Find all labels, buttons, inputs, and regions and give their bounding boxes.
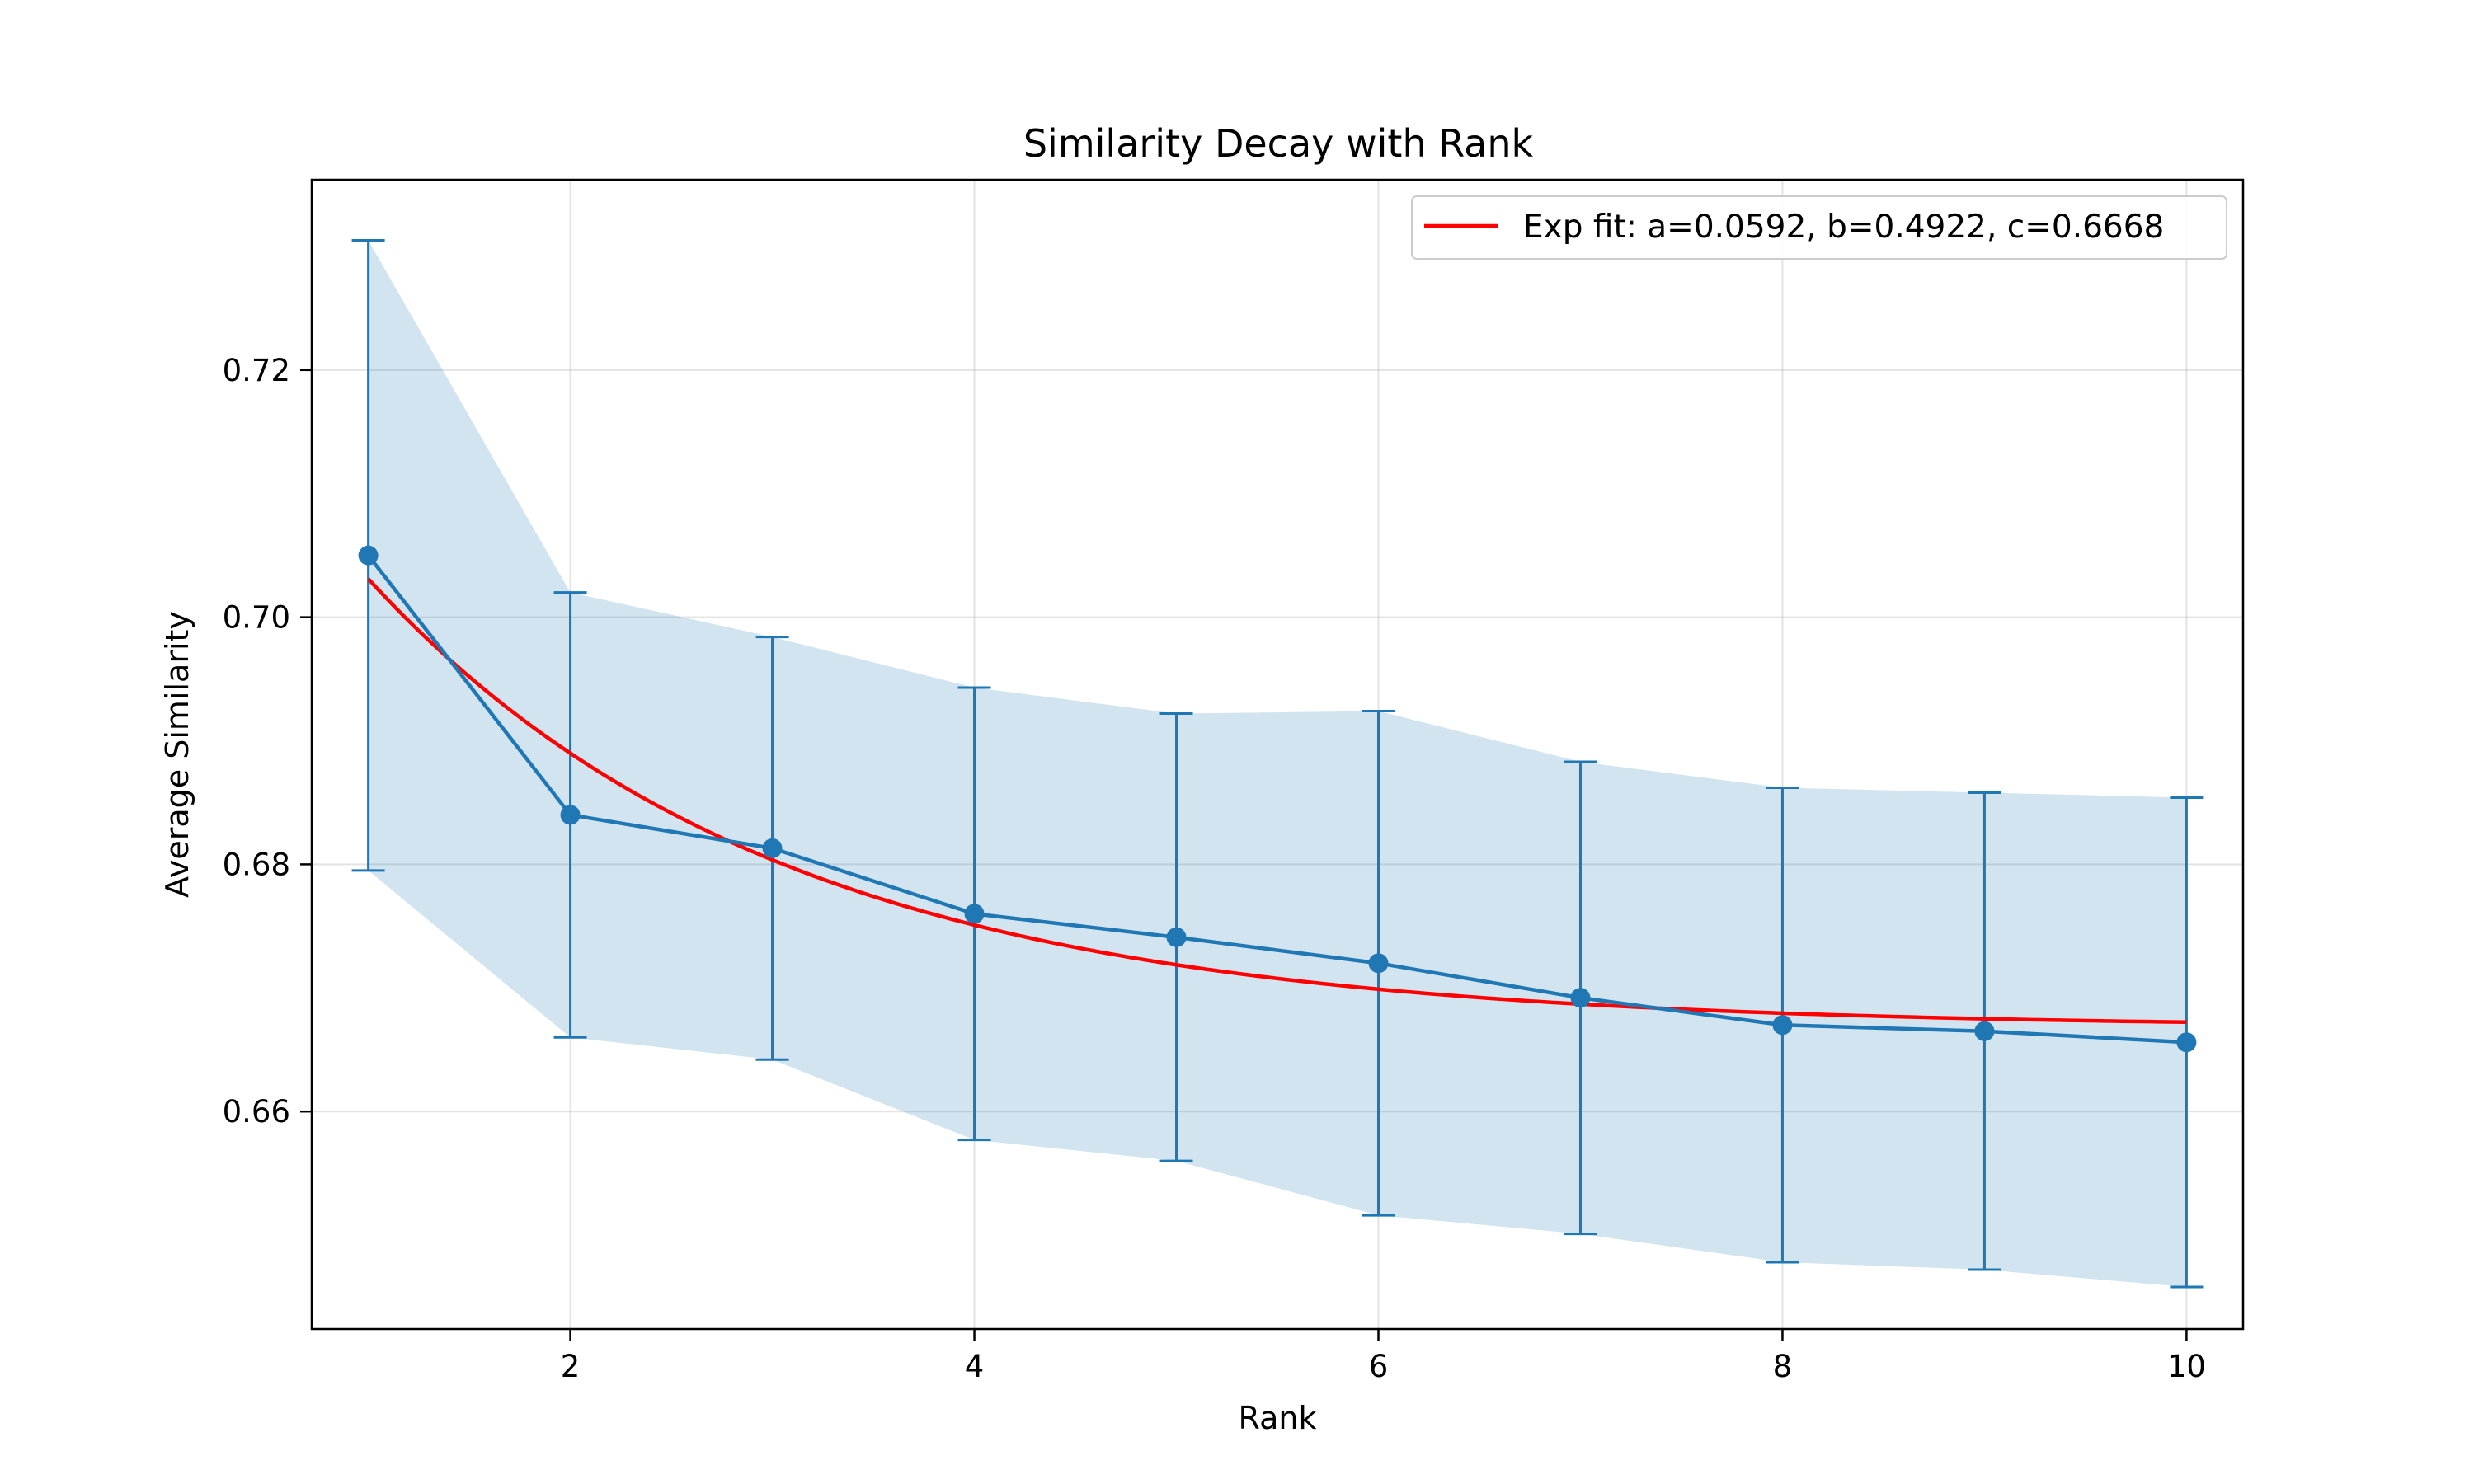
y-axis-label: Average Similarity: [159, 611, 195, 898]
legend: Exp fit: a=0.0592, b=0.4922, c=0.6668: [1411, 195, 2227, 260]
data-point-1: [358, 545, 379, 566]
chart-title: Similarity Decay with Rank: [1023, 121, 1534, 166]
x-axis-label: Rank: [1239, 1400, 1317, 1436]
data-point-3: [762, 838, 783, 858]
legend-label-fit: Exp fit: a=0.0592, b=0.4922, c=0.6668: [1523, 209, 2164, 246]
x-tick-label-10: 10: [2167, 1349, 2206, 1384]
x-tick-label-6: 6: [1369, 1349, 1389, 1384]
x-tick-label-2: 2: [561, 1349, 581, 1384]
y-tick-label-0.70: 0.70: [223, 600, 290, 636]
x-axis: 2 4 6 8 10: [561, 1329, 2206, 1384]
y-tick-label-0.68: 0.68: [223, 847, 290, 882]
fit-curve-line: [366, 577, 2187, 1025]
data-series: [358, 545, 2197, 1053]
std-band: [368, 240, 2187, 1288]
data-point-2: [560, 805, 581, 825]
data-point-8: [1772, 1015, 1793, 1036]
series-line: [366, 554, 2187, 1045]
y-axis: 0.66 0.68 0.70 0.72: [223, 353, 312, 1129]
data-point-6: [1368, 953, 1389, 974]
data-point-5: [1166, 927, 1187, 947]
x-tick-label-8: 8: [1773, 1349, 1793, 1384]
data-point-4: [964, 904, 985, 924]
x-tick-label-4: 4: [965, 1349, 985, 1384]
y-tick-label-0.72: 0.72: [223, 353, 290, 388]
plot-frame: [310, 178, 2245, 1331]
fit-curve: [366, 577, 2187, 1025]
legend-box: [1411, 195, 2227, 260]
data-point-9: [1974, 1021, 1995, 1041]
data-point-10: [2176, 1032, 2197, 1053]
std-band-area: [368, 240, 2187, 1288]
data-point-7: [1570, 988, 1591, 1008]
y-tick-label-0.66: 0.66: [223, 1094, 290, 1129]
